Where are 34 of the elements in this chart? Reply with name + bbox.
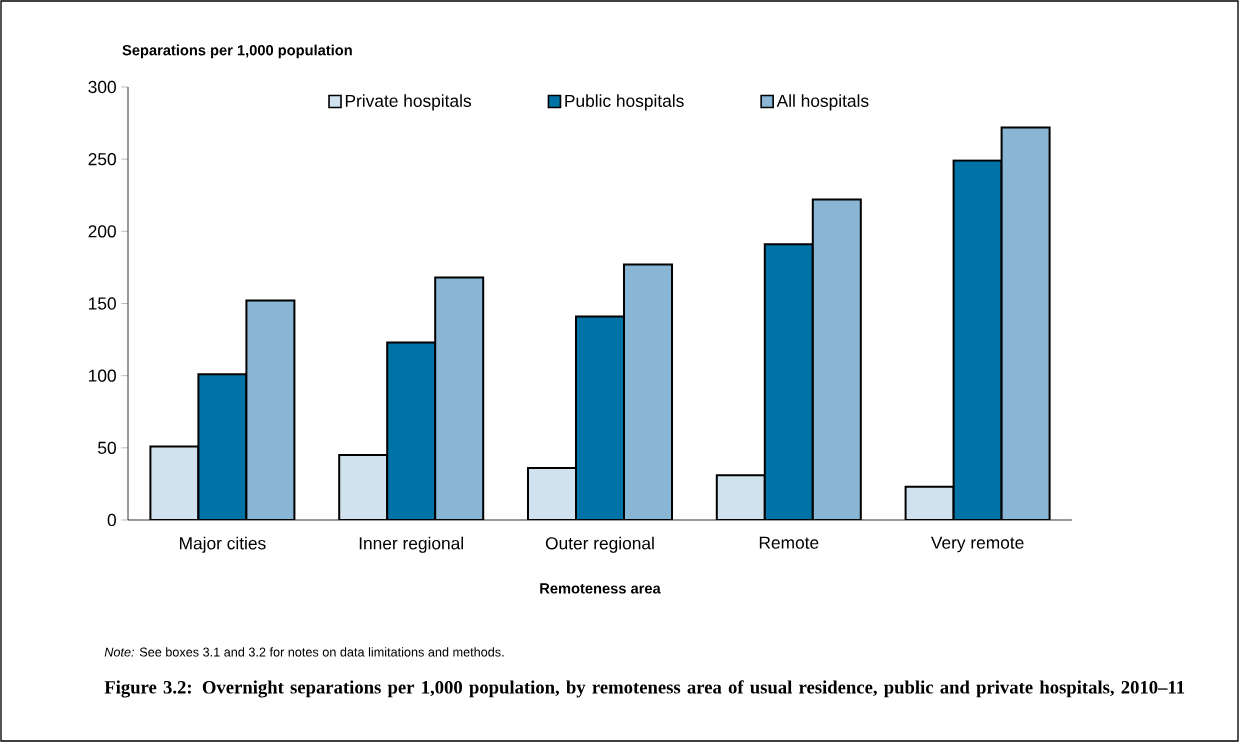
bar xyxy=(338,454,389,520)
x-tick-label: Major cities xyxy=(180,536,266,553)
bar xyxy=(197,373,248,520)
x-tick-label: Inner regional xyxy=(359,536,464,553)
y-tick-label: 100 xyxy=(89,369,116,382)
y-tick-label: 0 xyxy=(107,513,116,527)
y-axis-title: Separations per 1,000 population xyxy=(122,44,352,59)
y-tick-label: 200 xyxy=(88,225,116,238)
x-tick-label: Remote xyxy=(759,536,819,549)
bar xyxy=(623,263,673,520)
bar xyxy=(952,159,1003,520)
text: Figure 3.2: Overnight separations per 1,000 population, by remoteness area of usual residence, public and private hospitals, 2010–11 xyxy=(104,680,1185,698)
legend-label: Private hospitals xyxy=(345,94,472,111)
x-tick-label: Outer regional xyxy=(545,536,654,553)
x-tick-label: Very remote xyxy=(930,536,1024,553)
bar xyxy=(1000,126,1051,520)
legend-label: All hospitals xyxy=(776,94,869,111)
bar xyxy=(904,485,955,520)
y-tick-label: 150 xyxy=(89,297,116,310)
bar xyxy=(715,474,766,520)
bar xyxy=(149,445,200,520)
legend-label: Public hospitals xyxy=(565,94,684,111)
bar xyxy=(245,299,296,520)
y-tick-label: 300 xyxy=(88,80,116,94)
bar xyxy=(386,341,437,520)
y-tick-label: 250 xyxy=(88,153,116,166)
bar xyxy=(575,315,625,520)
x-axis-title: Remoteness area xyxy=(540,583,661,594)
bar xyxy=(811,198,862,520)
bar xyxy=(527,467,577,520)
bar xyxy=(434,276,485,520)
y-tick-label: 50 xyxy=(98,441,116,454)
bar xyxy=(763,243,814,520)
text: Note: See boxes 3.1 and 3.2 for notes on data limitations and methods. xyxy=(104,647,504,657)
